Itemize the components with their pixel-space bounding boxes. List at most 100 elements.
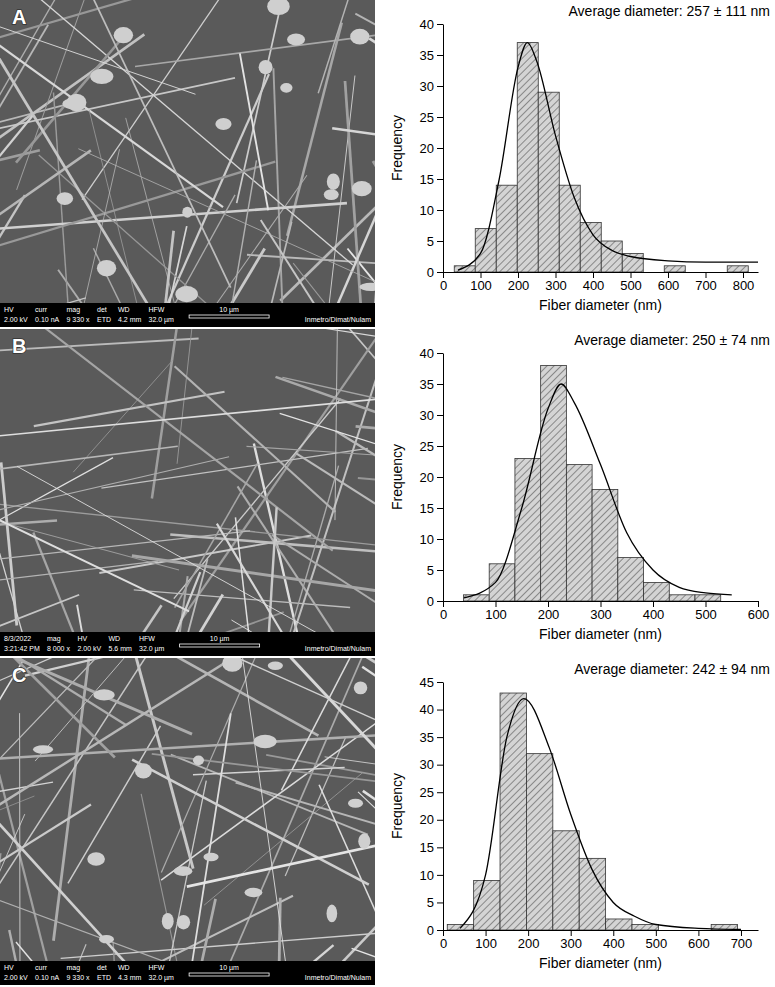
bead: [254, 735, 277, 748]
y-tick-mark: [437, 272, 443, 273]
bar: [538, 92, 559, 272]
fiber: [307, 329, 375, 364]
fiber: [0, 804, 91, 985]
fiber: [39, 155, 325, 327]
y-tick: 0: [427, 594, 443, 609]
y-tick: 35: [420, 730, 443, 745]
fiber: [358, 792, 375, 941]
fiber: [0, 899, 375, 985]
x-tick-label: 0: [440, 278, 447, 293]
x-tick-mark: [571, 930, 572, 936]
y-tick-mark: [437, 847, 443, 848]
lab-name: Inmetro/Dimat/Nulam: [305, 316, 371, 323]
y-tick-mark: [437, 539, 443, 540]
bead: [87, 852, 105, 866]
plot-area: [447, 693, 741, 930]
y-tick-mark: [437, 148, 443, 149]
info-field: curr: [35, 306, 48, 313]
fiber: [150, 781, 207, 985]
fiber: [0, 78, 235, 168]
x-tick-mark: [601, 601, 602, 607]
info-field: mag: [67, 964, 81, 972]
panel-label: C: [12, 664, 26, 686]
info-value: 3:21:42 PM: [4, 645, 40, 652]
y-tick-mark: [437, 682, 443, 683]
info-value: 0.10 nA: [35, 974, 59, 981]
x-tick: 200: [508, 272, 530, 293]
bead: [93, 689, 114, 700]
x-tick-mark: [518, 272, 519, 278]
x-tick-label: 400: [603, 936, 625, 951]
x-tick-label: 600: [748, 607, 770, 622]
y-tick: 10: [420, 868, 443, 883]
y-tick-mark: [437, 86, 443, 87]
x-tick-mark: [743, 272, 744, 278]
y-tick: 40: [420, 346, 443, 361]
y-tick-mark: [437, 446, 443, 447]
x-tick-label: 300: [590, 607, 612, 622]
bar: [474, 880, 500, 930]
y-tick-label: 45: [420, 675, 434, 690]
x-tick-mark: [698, 930, 699, 936]
info-value: 4.2 mm: [118, 316, 142, 323]
fiber: [266, 755, 375, 833]
fiber: [175, 464, 258, 608]
fiber: [16, 36, 124, 163]
fiber: [0, 658, 167, 914]
y-tick-mark: [437, 930, 443, 931]
y-axis-line: [443, 354, 444, 602]
panel-label: A: [12, 6, 26, 28]
x-tick-mark: [496, 601, 497, 607]
info-bar-background: [0, 303, 375, 327]
info-field: mag: [67, 306, 81, 314]
fiber: [0, 561, 158, 599]
panel-label: B: [12, 335, 26, 357]
x-tick-mark: [481, 272, 482, 278]
x-tick-mark: [706, 272, 707, 278]
fiber: [0, 329, 333, 551]
y-axis: 0510152025303540: [420, 17, 444, 280]
y-tick: 25: [420, 439, 443, 454]
y-tick: 0: [427, 923, 443, 938]
fiber: [238, 486, 365, 656]
x-tick-mark: [613, 930, 614, 936]
fit-curve: [464, 384, 732, 598]
fiber: [293, 263, 375, 327]
x-axis-line: [444, 930, 759, 931]
fiber: [280, 413, 375, 484]
info-value: 2.00 kV: [77, 645, 101, 652]
info-bar-background: [0, 632, 375, 656]
bead: [327, 905, 338, 923]
bead: [350, 29, 369, 45]
y-tick: 15: [420, 501, 443, 516]
y-tick: 5: [427, 563, 443, 578]
info-field: HFW: [148, 964, 164, 971]
fiber: [175, 366, 336, 512]
y-tick: 5: [427, 895, 443, 910]
y-tick-label: 40: [420, 702, 434, 717]
x-tick-mark: [548, 601, 549, 607]
bead: [359, 283, 375, 291]
bead: [324, 189, 339, 200]
x-tick: 600: [748, 601, 770, 622]
x-tick-label: 700: [695, 278, 717, 293]
info-bar-background: [0, 961, 375, 985]
bead: [268, 662, 283, 670]
x-tick: 600: [658, 272, 680, 293]
info-value: ETD: [97, 316, 111, 323]
x-tick-mark: [706, 601, 707, 607]
info-field: WD: [118, 964, 130, 971]
x-tick: 100: [470, 272, 492, 293]
x-tick-label: 200: [508, 278, 530, 293]
x-tick-label: 400: [583, 278, 605, 293]
x-tick-label: 800: [733, 278, 755, 293]
y-tick: 5: [427, 234, 443, 249]
y-tick-label: 5: [427, 895, 434, 910]
fiber: [31, 0, 353, 265]
y-tick-label: 35: [420, 48, 434, 63]
y-tick: 25: [420, 785, 443, 800]
x-tick-label: 300: [560, 936, 582, 951]
lab-name: Inmetro/Dimat/Nulam: [305, 645, 371, 652]
y-tick-mark: [437, 570, 443, 571]
y-tick-label: 20: [420, 470, 434, 485]
